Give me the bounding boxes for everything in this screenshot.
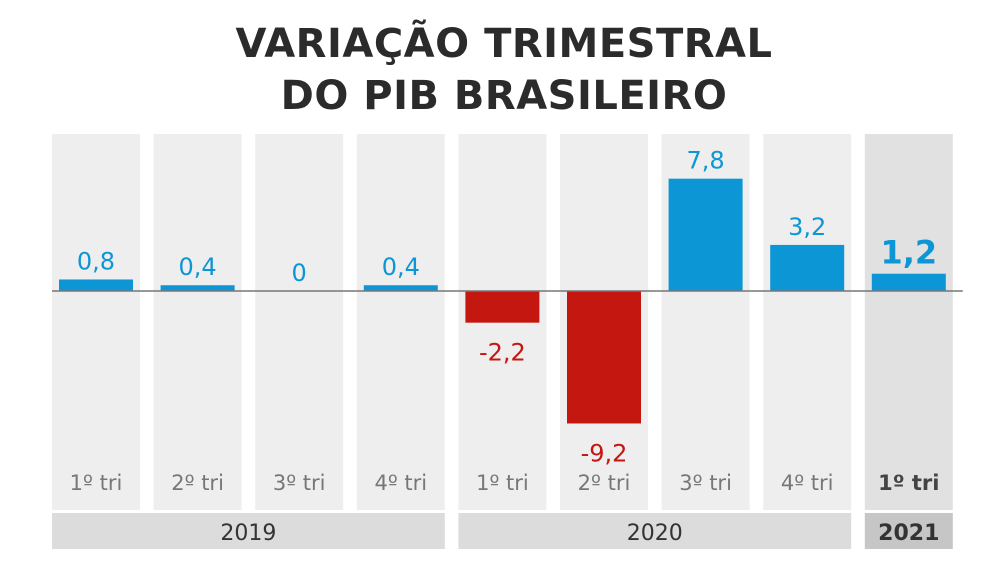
column-background [52,134,140,510]
year-band [52,513,445,549]
value-label: 3,2 [788,213,826,241]
quarter-label: 1º tri [878,471,939,495]
quarter-label: 4º tri [374,471,427,495]
chart-title-line-2: DO PIB BRASILEIRO [280,73,728,119]
chart-title: VARIAÇÃO TRIMESTRAL DO PIB BRASILEIRO [0,18,1008,122]
value-labels: 0,8 0,4 0 0,4 -2,2 -9,2 7,8 3,2 1,2 [77,147,937,468]
quarter-label: 3º tri [273,471,326,495]
column-background [763,134,852,510]
value-label: 0,4 [382,253,420,281]
value-label: -9,2 [581,439,628,467]
value-label: 7,8 [687,147,725,175]
year-band [458,513,852,549]
bar [668,178,743,291]
bar [567,291,641,424]
bars [59,178,946,424]
quarter-label: 2º tri [171,471,224,495]
quarter-label: 1º tri [476,471,529,495]
quarter-label: 3º tri [679,471,732,495]
quarter-label: 1º tri [70,471,123,495]
bar [465,291,540,323]
value-label: 0 [292,259,307,287]
quarter-labels: 1º tri 2º tri 3º tri 4º tri 1º tri 2º tri 3º t… [70,471,940,495]
value-label: 0,8 [77,247,115,275]
bar [160,285,235,291]
quarter-label: 2º tri [578,471,631,495]
value-label: 1,2 [880,234,937,272]
year-label: 2021 [878,521,939,546]
bar [59,279,133,291]
year-label: 2019 [220,521,276,546]
bar [871,273,946,291]
column-background [356,134,445,510]
quarter-label: 4º tri [781,471,834,495]
column-backgrounds [52,134,953,510]
bar [770,244,845,291]
bar [363,285,438,291]
year-band [864,513,953,549]
year-groups: 2019 2020 2021 [52,513,953,549]
year-label: 2020 [627,521,683,546]
value-label: 0,4 [179,253,217,281]
column-background [153,134,242,510]
column-background [255,134,344,510]
column-background [864,134,953,510]
chart-title-line-1: VARIAÇÃO TRIMESTRAL [235,21,773,67]
value-label: -2,2 [479,339,526,367]
